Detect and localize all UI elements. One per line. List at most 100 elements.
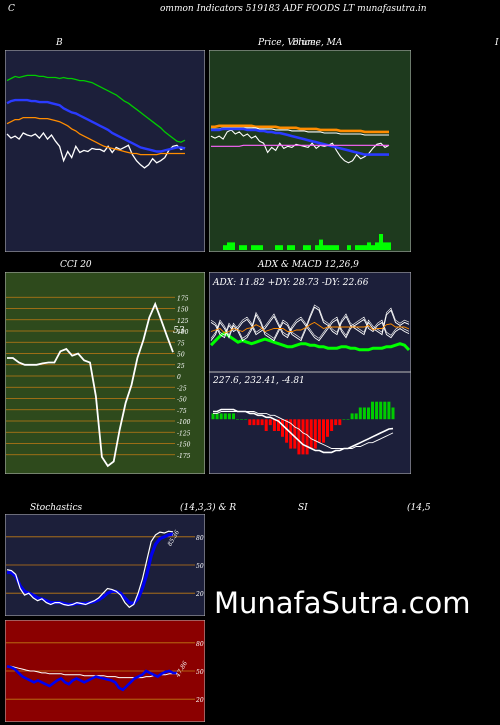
bb-series-line-0 (6, 131, 186, 169)
rsi-tick-label: 80 (196, 641, 204, 648)
macd-hist-bar (305, 419, 309, 455)
header-title: ommon Indicators 519183 ADF FOODS LT mun… (160, 4, 427, 14)
volume-bar (335, 245, 339, 250)
volume-bar (255, 245, 259, 250)
volume-bar (291, 245, 295, 250)
volume-bar (379, 234, 383, 250)
adx-orange-line (210, 321, 410, 334)
macd-hist-bar (379, 401, 383, 420)
macd-hist-bar (313, 419, 317, 449)
macd-hist-bar (383, 401, 387, 420)
cci-tick-label: -125 (177, 430, 191, 437)
volume-bar (259, 245, 263, 250)
stoch-title-left: Stochastics (30, 503, 83, 513)
macd-hist-bar (211, 413, 215, 420)
adx-series-shadow-2 (210, 313, 410, 339)
bb-series-line-1 (6, 116, 185, 156)
price-title-overlap: Price, (292, 38, 319, 48)
volume-bar (371, 245, 375, 250)
macd-hist-bar (358, 407, 362, 420)
price-chart (209, 50, 411, 252)
volume-bar (355, 245, 359, 250)
rsi-tick-label: 50 (196, 669, 204, 676)
volume-bar (327, 245, 331, 250)
macd-hist-bar (244, 419, 248, 420)
volume-bar (383, 242, 387, 250)
volume-bar (243, 245, 247, 250)
volume-bar (231, 242, 235, 250)
adx-series-line-2 (210, 315, 410, 342)
cci-tick-label: -75 (177, 408, 187, 415)
macd-signal-line (213, 411, 394, 449)
macd-hist-bar (391, 407, 395, 420)
stoch-tick-label: 50 (196, 563, 204, 570)
macd-hist-bar (338, 419, 342, 426)
cci-tick-label: -175 (177, 453, 191, 460)
macd-hist-bar (272, 419, 276, 431)
stoch-title-right: (14,3,3) & R (180, 503, 237, 513)
macd-hist-bar (277, 419, 280, 431)
rsi-title-right: (14,5 (407, 503, 431, 513)
cci-tick-label: -150 (177, 442, 191, 449)
macd-hist-bar (350, 413, 354, 420)
macd-hist-bar (317, 419, 321, 443)
macd-hist-bar (219, 413, 223, 420)
volume-bar (223, 245, 227, 250)
cci-tick-label: 175 (177, 295, 189, 302)
bb-title: B (56, 38, 63, 48)
macd-hist-bar (264, 419, 268, 431)
cci-tick-label: 125 (177, 318, 189, 325)
volume-bar (375, 242, 379, 250)
volume-bar (315, 245, 319, 250)
cci-chart: 175 150 125 100 75 50 25 0 -25 -50 -75 -100 -125 -150… (5, 272, 205, 474)
macd-hist-bar (248, 419, 252, 426)
macd-hist-bar (371, 401, 374, 420)
adx-chart: ADX: 11.82 +DY: 28.73 -DY: 22.66 (209, 272, 411, 372)
cci-tick-label: 100 (177, 329, 189, 336)
stoch-tick-label: 80 (196, 535, 204, 542)
rsi-tick-label: 20 (195, 697, 204, 704)
price-title: Price, Volume, MA (258, 38, 343, 48)
adx-title: ADX & MACD 12,26,9 (258, 260, 359, 270)
cci-title: CCI 20 (60, 260, 92, 270)
cci-line (7, 301, 174, 468)
macd-hist-bar (252, 419, 256, 426)
macd-readout: 227.6, 232.41, -4.81 (212, 376, 305, 386)
macd-hist-bar (301, 419, 305, 455)
macd-hist-bar (375, 401, 379, 420)
cci-tick-label: 150 (177, 307, 189, 314)
volume-bar (227, 242, 231, 250)
price-right-edge-letter: I (495, 38, 499, 48)
volume-bar (323, 245, 327, 250)
macd-hist-bar (362, 407, 366, 420)
bb-series-line-3 (6, 74, 186, 143)
cci-tick-label: -50 (177, 397, 187, 404)
macd-hist-bar (232, 413, 235, 420)
macd-chart: 227.6, 232.41, -4.81 (209, 372, 411, 474)
volume-bar (387, 242, 391, 250)
volume-bar (251, 245, 255, 250)
bb-series-line-2 (6, 98, 186, 153)
macd-hist-bar (236, 419, 239, 420)
cci-tick-label: 50 (177, 352, 185, 359)
adx-readout: ADX: 11.82 +DY: 28.73 -DY: 22.66 (212, 278, 369, 288)
cci-tick-label: 0 (177, 374, 181, 381)
macd-hist-bar (268, 419, 272, 426)
stoch-tick-label: 20 (195, 591, 204, 598)
rsi-line (6, 665, 178, 692)
volume-bar (367, 242, 371, 250)
macd-hist-bar (342, 419, 346, 420)
macd-hist-bar (256, 419, 260, 426)
macd-hist-bar (240, 419, 244, 420)
price-series-line-3 (211, 127, 389, 156)
macd-hist-bar (346, 419, 350, 420)
cci-bg (5, 272, 205, 474)
macd-hist-bar (322, 419, 325, 443)
macd-hist-bar (367, 407, 370, 420)
bb-chart (5, 50, 205, 252)
macd-hist-bar (309, 419, 313, 449)
volume-bar (279, 245, 283, 250)
rsi-title-left: SI (298, 503, 308, 513)
